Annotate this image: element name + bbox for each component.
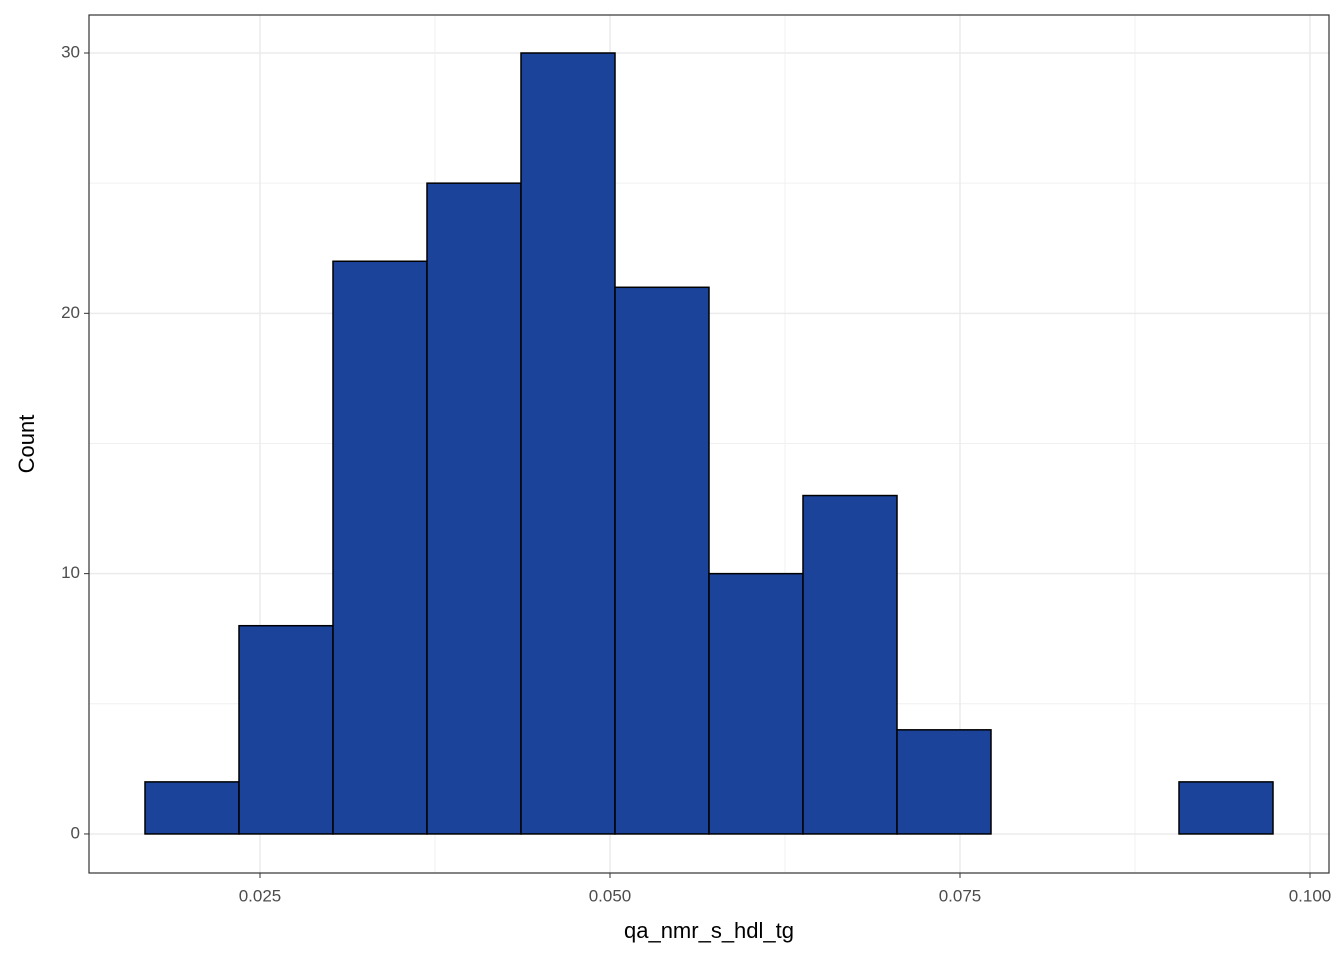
- x-tick-label: 0.025: [239, 886, 282, 905]
- y-tick-label: 10: [61, 563, 80, 582]
- bar: [708, 572, 804, 835]
- y-axis-title: Count: [14, 415, 39, 474]
- y-tick-label: 30: [61, 42, 80, 61]
- bar: [426, 182, 522, 835]
- bar: [520, 52, 616, 835]
- bar: [1178, 781, 1274, 835]
- plot-border: [88, 14, 1330, 874]
- x-tick-label: 0.100: [1289, 886, 1332, 905]
- x-axis-title: qa_nmr_s_hdl_tg: [624, 918, 794, 943]
- y-tick-label: 0: [71, 823, 80, 842]
- y-tick-label: 20: [61, 303, 80, 322]
- x-tick-label: 0.075: [939, 886, 982, 905]
- bar: [332, 260, 428, 835]
- bar: [896, 729, 992, 835]
- bar: [614, 286, 710, 835]
- bar: [238, 624, 334, 835]
- bar: [144, 781, 240, 835]
- bar: [802, 494, 898, 835]
- x-tick-label: 0.050: [589, 886, 632, 905]
